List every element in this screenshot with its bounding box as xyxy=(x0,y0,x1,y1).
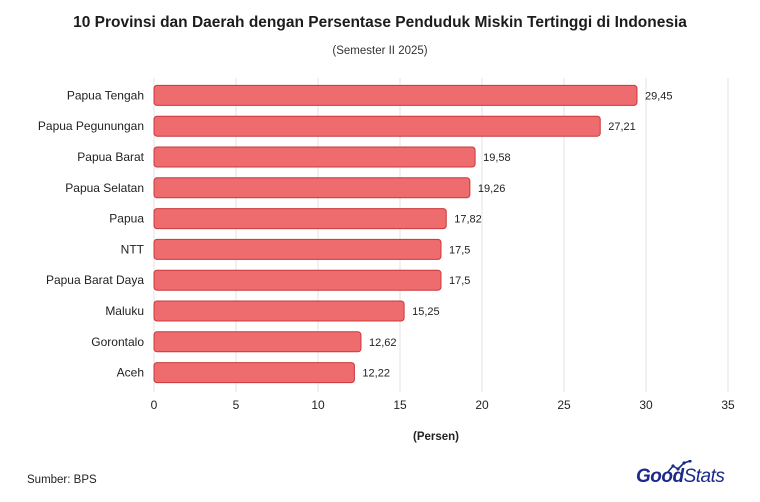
data-label: 17,82 xyxy=(454,214,482,226)
chart-subtitle: (Semester II 2025) xyxy=(332,45,428,57)
category-label: Papua Barat xyxy=(77,150,144,164)
x-tick-label: 5 xyxy=(233,398,240,412)
bar xyxy=(153,238,442,260)
data-label: 29,45 xyxy=(645,90,673,102)
x-tick-label: 35 xyxy=(721,398,735,412)
x-tick-label: 0 xyxy=(151,398,158,412)
data-label: 27,21 xyxy=(608,121,636,133)
bar-chart: 0 5 10 15 20 25 30 35 Papua Tengah 29,45 Papua Peg… xyxy=(38,78,735,443)
brand-wordmark: GoodStats xyxy=(636,466,725,488)
data-label: 12,22 xyxy=(362,368,390,380)
category-label: Papua Barat Daya xyxy=(46,273,144,287)
x-tick-label: 25 xyxy=(557,398,571,412)
x-tick-label: 10 xyxy=(311,398,325,412)
category-label: NTT xyxy=(121,242,145,256)
bar xyxy=(153,84,638,106)
bar xyxy=(153,208,447,230)
category-label: Papua Pegunungan xyxy=(38,119,144,133)
data-label: 12,62 xyxy=(369,337,397,349)
bar xyxy=(153,115,601,137)
x-tick-label: 15 xyxy=(393,398,407,412)
bar xyxy=(153,146,476,168)
x-tick-label: 30 xyxy=(639,398,653,412)
x-tick-label: 20 xyxy=(475,398,489,412)
data-label: 19,26 xyxy=(478,183,506,195)
brand-light: Stats xyxy=(683,466,725,487)
bar xyxy=(153,331,362,353)
data-label: 17,5 xyxy=(449,244,470,256)
bar xyxy=(153,362,355,384)
brand-logo: GoodStats xyxy=(636,460,725,488)
data-label: 15,25 xyxy=(412,306,440,318)
brand-bold: Good xyxy=(636,466,684,487)
category-label: Gorontalo xyxy=(91,335,144,349)
trend-line-icon xyxy=(666,460,692,474)
source-note: Sumber: BPS xyxy=(27,474,97,486)
bar xyxy=(153,300,405,322)
bar xyxy=(153,177,471,199)
category-label: Aceh xyxy=(117,366,144,380)
bar xyxy=(153,269,442,291)
x-axis-label: (Persen) xyxy=(413,431,459,443)
data-label: 19,58 xyxy=(483,152,511,164)
category-label: Maluku xyxy=(105,304,144,318)
category-label: Papua xyxy=(109,212,144,226)
category-label: Papua Selatan xyxy=(65,181,144,195)
category-label: Papua Tengah xyxy=(67,88,144,102)
data-label: 17,5 xyxy=(449,275,470,287)
chart-title: 10 Provinsi dan Daerah dengan Persentase… xyxy=(73,14,687,31)
